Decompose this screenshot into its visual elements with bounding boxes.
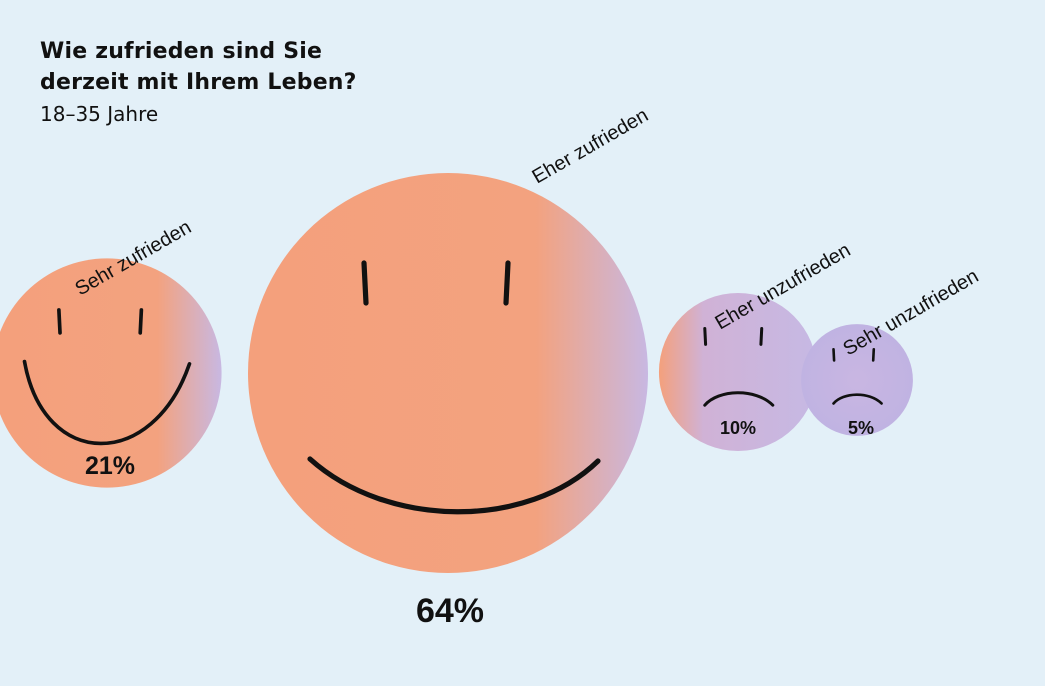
bubble-4: Sehr unzufrieden 5% bbox=[801, 265, 982, 438]
face-mouth bbox=[703, 391, 775, 407]
category-label: Sehr unzufrieden bbox=[840, 265, 983, 360]
bubble-2: Eher zufrieden 64% bbox=[248, 104, 652, 630]
face-mouth bbox=[832, 393, 883, 405]
face-eye bbox=[138, 308, 144, 335]
face-eye bbox=[361, 260, 369, 306]
face-eye bbox=[832, 347, 836, 362]
value-label: 21% bbox=[85, 452, 135, 480]
value-label: 5% bbox=[848, 418, 874, 438]
face-eye bbox=[703, 327, 708, 346]
face-eye bbox=[503, 260, 511, 306]
chart-subtitle: 18–35 Jahre bbox=[40, 102, 159, 126]
bubble-circle bbox=[248, 173, 648, 573]
face-eye bbox=[57, 308, 62, 335]
face-eye bbox=[759, 327, 764, 346]
face-mouth bbox=[22, 359, 192, 446]
face-eye bbox=[871, 347, 876, 362]
chart-title-block: Wie zufrieden sind Sie derzeit mit Ihrem… bbox=[40, 36, 357, 128]
chart-title: Wie zufrieden sind Sie derzeit mit Ihrem… bbox=[40, 39, 357, 95]
value-label: 10% bbox=[720, 418, 756, 438]
bubble-circle bbox=[801, 324, 913, 436]
value-label: 64% bbox=[416, 592, 484, 630]
bubble-circle bbox=[658, 292, 818, 452]
face-mouth bbox=[307, 456, 601, 515]
category-label: Eher zufrieden bbox=[529, 104, 653, 188]
bubble-circle bbox=[0, 258, 222, 488]
